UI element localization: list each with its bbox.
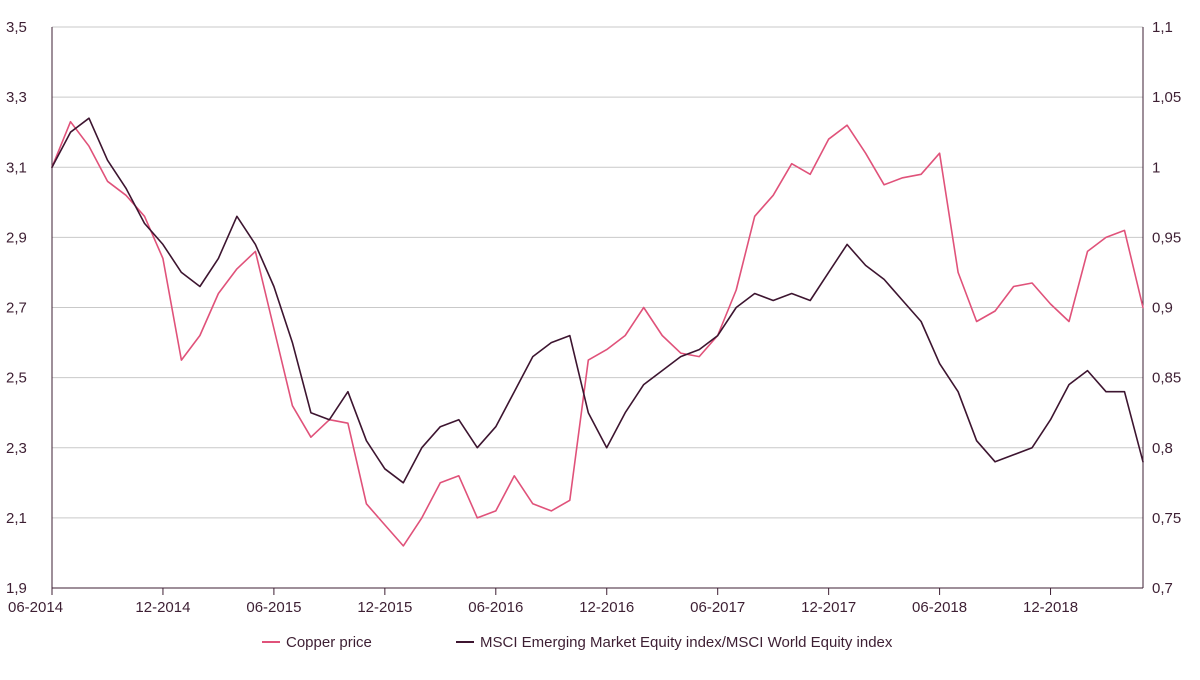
x-tick-label: 06-2015 bbox=[246, 599, 301, 616]
y-left-tick-label: 3,3 bbox=[6, 89, 27, 106]
y-right-tick-label: 0,7 bbox=[1152, 580, 1173, 597]
y-left-tick-label: 1,9 bbox=[6, 580, 27, 597]
y-right-tick-label: 1,05 bbox=[1152, 89, 1181, 106]
y-left-tick-label: 2,1 bbox=[6, 510, 27, 527]
series-line-copper-price bbox=[51, 120, 1144, 547]
legend-label-msci-ratio: MSCI Emerging Market Equity index/MSCI W… bbox=[480, 634, 893, 651]
y-right-tick-label: 0,95 bbox=[1152, 229, 1181, 246]
y-right-tick-label: 0,85 bbox=[1152, 370, 1181, 387]
x-tick-label: 12-2018 bbox=[1023, 599, 1078, 616]
x-tick-label: 06-2017 bbox=[690, 599, 745, 616]
y-right-tick-label: 0,8 bbox=[1152, 440, 1173, 457]
y-left-tick-label: 2,5 bbox=[6, 370, 27, 387]
legend: Copper price MSCI Emerging Market Equity… bbox=[262, 634, 893, 651]
legend-label-copper-price: Copper price bbox=[286, 634, 372, 651]
y-right-tick-label: 0,9 bbox=[1152, 300, 1173, 317]
y-left-tick-label: 2,3 bbox=[6, 440, 27, 457]
x-tick-label: 12-2016 bbox=[579, 599, 634, 616]
axes: 1,9 2,1 2,3 2,5 2,7 2,9 3,1 3,3 3,5 0,7 0,75 0,8 0,8… bbox=[6, 19, 1181, 616]
series-lines bbox=[51, 117, 1144, 547]
x-tick-label: 12-2017 bbox=[801, 599, 856, 616]
y-left-tick-label: 3,1 bbox=[6, 159, 27, 176]
y-left-tick-label: 3,5 bbox=[6, 19, 27, 36]
y-right-tick-label: 1,1 bbox=[1152, 19, 1173, 36]
y-left-tick-label: 2,7 bbox=[6, 300, 27, 317]
x-tick-label: 12-2015 bbox=[357, 599, 412, 616]
x-tick-label: 12-2014 bbox=[135, 599, 190, 616]
y-left-tick-label: 2,9 bbox=[6, 229, 27, 246]
gridlines bbox=[52, 26, 1143, 519]
x-tick-label: 06-2014 bbox=[8, 599, 63, 616]
x-tick-label: 06-2016 bbox=[468, 599, 523, 616]
series-line-msci-emerging-market-equity-index-msci-w bbox=[51, 117, 1144, 484]
x-tick-label: 06-2018 bbox=[912, 599, 967, 616]
y-right-tick-label: 0,75 bbox=[1152, 510, 1181, 527]
y-right-tick-label: 1 bbox=[1152, 159, 1160, 176]
